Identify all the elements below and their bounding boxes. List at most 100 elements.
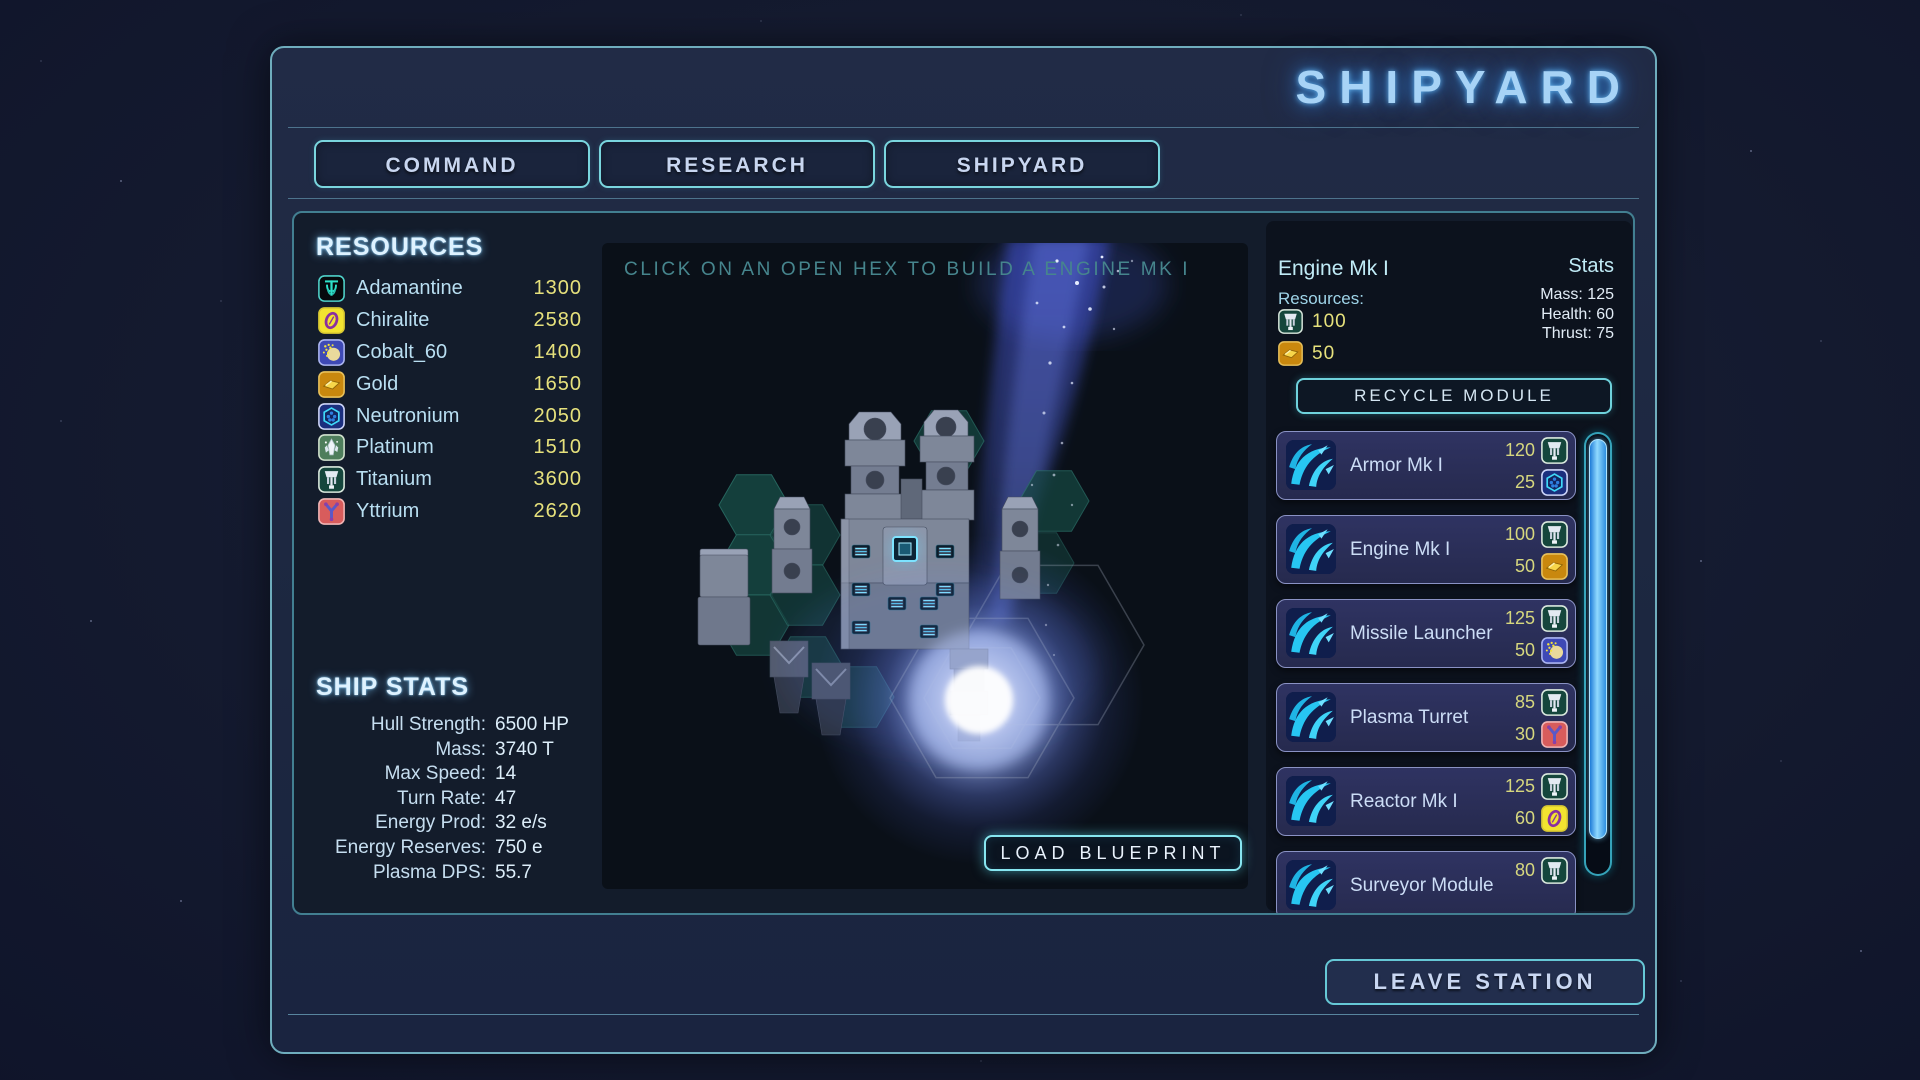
stat-line: Health: 60 [1541, 305, 1614, 323]
resource-row: Adamantine 1300 [318, 273, 582, 305]
resource-row: Yttrium 2620 [318, 496, 582, 528]
resource-name: Gold [356, 372, 399, 395]
header-divider [288, 127, 1639, 128]
module-name: Missile Launcher [1350, 622, 1493, 644]
titanium-icon [1541, 605, 1568, 632]
load-blueprint-button[interactable]: LOAD BLUEPRINT [984, 835, 1242, 871]
module-card-armor[interactable]: Armor Mk I 120 25 [1276, 431, 1576, 500]
module-cost: 60 [1501, 805, 1568, 832]
module-name: Reactor Mk I [1350, 790, 1458, 812]
cost-value: 100 [1504, 524, 1535, 544]
stat-row: Mass: 3740 T [318, 739, 628, 764]
resource-row: Platinum 1510 [318, 432, 582, 464]
shipyard-window: SHIPYARD COMMAND RESEARCH SHIPYARD RESOU… [270, 46, 1657, 1054]
module-list-scrollbar[interactable] [1584, 432, 1612, 876]
ship-render [697, 243, 1167, 865]
cobalt60-icon [318, 339, 345, 366]
stat-value: 55.7 [495, 861, 532, 883]
gold-icon [318, 371, 345, 398]
module-cost: 50 [1501, 553, 1568, 580]
resource-row: Gold 1650 [318, 368, 582, 400]
resource-name: Adamantine [356, 277, 463, 300]
module-thumbnail-icon [1286, 776, 1336, 826]
cost-value: 25 [1514, 472, 1535, 492]
resource-value: 1400 [533, 340, 582, 363]
cost-value: 85 [1514, 692, 1535, 712]
stat-value: 32 e/s [495, 812, 547, 834]
cost-value: 30 [1514, 724, 1535, 744]
resource-name: Neutronium [356, 404, 460, 427]
tab-research[interactable]: RESEARCH [599, 140, 875, 188]
titanium-icon [1541, 857, 1568, 884]
cost-value: 50 [1514, 640, 1535, 660]
recycle-module-button[interactable]: RECYCLE MODULE [1296, 378, 1612, 414]
resources-heading: RESOURCES [316, 233, 484, 261]
chiralite-icon [1541, 805, 1568, 832]
module-cost: 120 [1501, 437, 1568, 464]
module-card-missile-launcher[interactable]: Missile Launcher 125 50 [1276, 599, 1576, 668]
gold-icon [1278, 341, 1303, 366]
module-name: Armor Mk I [1350, 454, 1443, 476]
stat-row: Energy Reserves: 750 e [318, 837, 628, 862]
module-card-plasma-turret[interactable]: Plasma Turret 85 30 [1276, 683, 1576, 752]
selected-module-stats-heading: Stats [1568, 255, 1614, 277]
resource-value: 1300 [533, 277, 582, 300]
tab-shipyard[interactable]: SHIPYARD [884, 140, 1160, 188]
module-panel: Engine Mk I Stats Resources: 100 50 Mass… [1266, 221, 1632, 913]
leave-station-button[interactable]: LEAVE STATION [1325, 959, 1645, 1005]
ship-stats-heading: SHIP STATS [316, 673, 470, 701]
tabs-divider [288, 198, 1639, 199]
content-panel: RESOURCES Adamantine 1300 Chiralite 2580… [292, 211, 1635, 915]
module-name: Engine Mk I [1350, 538, 1451, 560]
stat-row: Max Speed: 14 [318, 763, 628, 788]
stat-value: 750 e [495, 836, 543, 858]
module-card-surveyor[interactable]: Surveyor Module 80 [1276, 851, 1576, 913]
cost-value: 80 [1514, 860, 1535, 880]
cost-value: 60 [1514, 808, 1535, 828]
module-card-engine[interactable]: Engine Mk I 100 50 [1276, 515, 1576, 584]
module-cost: 50 [1501, 637, 1568, 664]
module-cost: 125 [1501, 605, 1568, 632]
hex-build-grid[interactable]: CLICK ON AN OPEN HEX TO BUILD A ENGINE M… [602, 243, 1248, 889]
module-cost: 25 [1501, 469, 1568, 496]
module-cost: 80 [1501, 857, 1568, 884]
scrollbar-thumb[interactable] [1589, 439, 1607, 839]
cost-value: 120 [1504, 440, 1535, 460]
cost-value: 100 [1312, 310, 1347, 332]
tab-command[interactable]: COMMAND [314, 140, 590, 188]
stat-row: Energy Prod: 32 e/s [318, 812, 628, 837]
plume-particles [1030, 255, 1134, 657]
stat-value: 14 [495, 763, 517, 785]
resource-name: Cobalt_60 [356, 340, 448, 363]
adamantine-icon [318, 275, 345, 302]
resource-value: 3600 [533, 468, 582, 491]
module-cost: 125 [1501, 773, 1568, 800]
ship-stats-list: Hull Strength: 6500 HP Mass: 3740 T Max … [318, 714, 628, 886]
resource-name: Platinum [356, 436, 434, 459]
module-card-reactor[interactable]: Reactor Mk I 125 60 [1276, 767, 1576, 836]
stat-label: Energy Reserves: [334, 836, 486, 858]
build-hint-text: CLICK ON AN OPEN HEX TO BUILD A ENGINE M… [624, 259, 1191, 280]
resource-name: Titanium [356, 468, 432, 491]
stat-line: Mass: 125 [1540, 286, 1614, 303]
module-thumbnail-icon [1286, 860, 1336, 910]
platinum-icon [318, 434, 345, 461]
page-title: SHIPYARD [1295, 61, 1633, 113]
module-thumbnail-icon [1286, 692, 1336, 742]
yttrium-icon [1541, 721, 1568, 748]
resource-value: 2050 [533, 404, 582, 427]
cost-value: 50 [1312, 342, 1336, 364]
stat-row: Hull Strength: 6500 HP [318, 714, 628, 739]
module-thumbnail-icon [1286, 524, 1336, 574]
resource-name: Yttrium [356, 499, 420, 522]
gold-icon [1541, 553, 1568, 580]
neutronium-icon [1541, 469, 1568, 496]
titanium-icon [318, 466, 345, 493]
selected-module-cost: 100 [1278, 309, 1347, 334]
module-cost: 85 [1501, 689, 1568, 716]
module-cost: 100 [1501, 521, 1568, 548]
resource-value: 1510 [533, 436, 582, 459]
module-name: Plasma Turret [1350, 706, 1469, 728]
stat-value: 47 [495, 787, 517, 809]
neutronium-icon [318, 403, 345, 430]
